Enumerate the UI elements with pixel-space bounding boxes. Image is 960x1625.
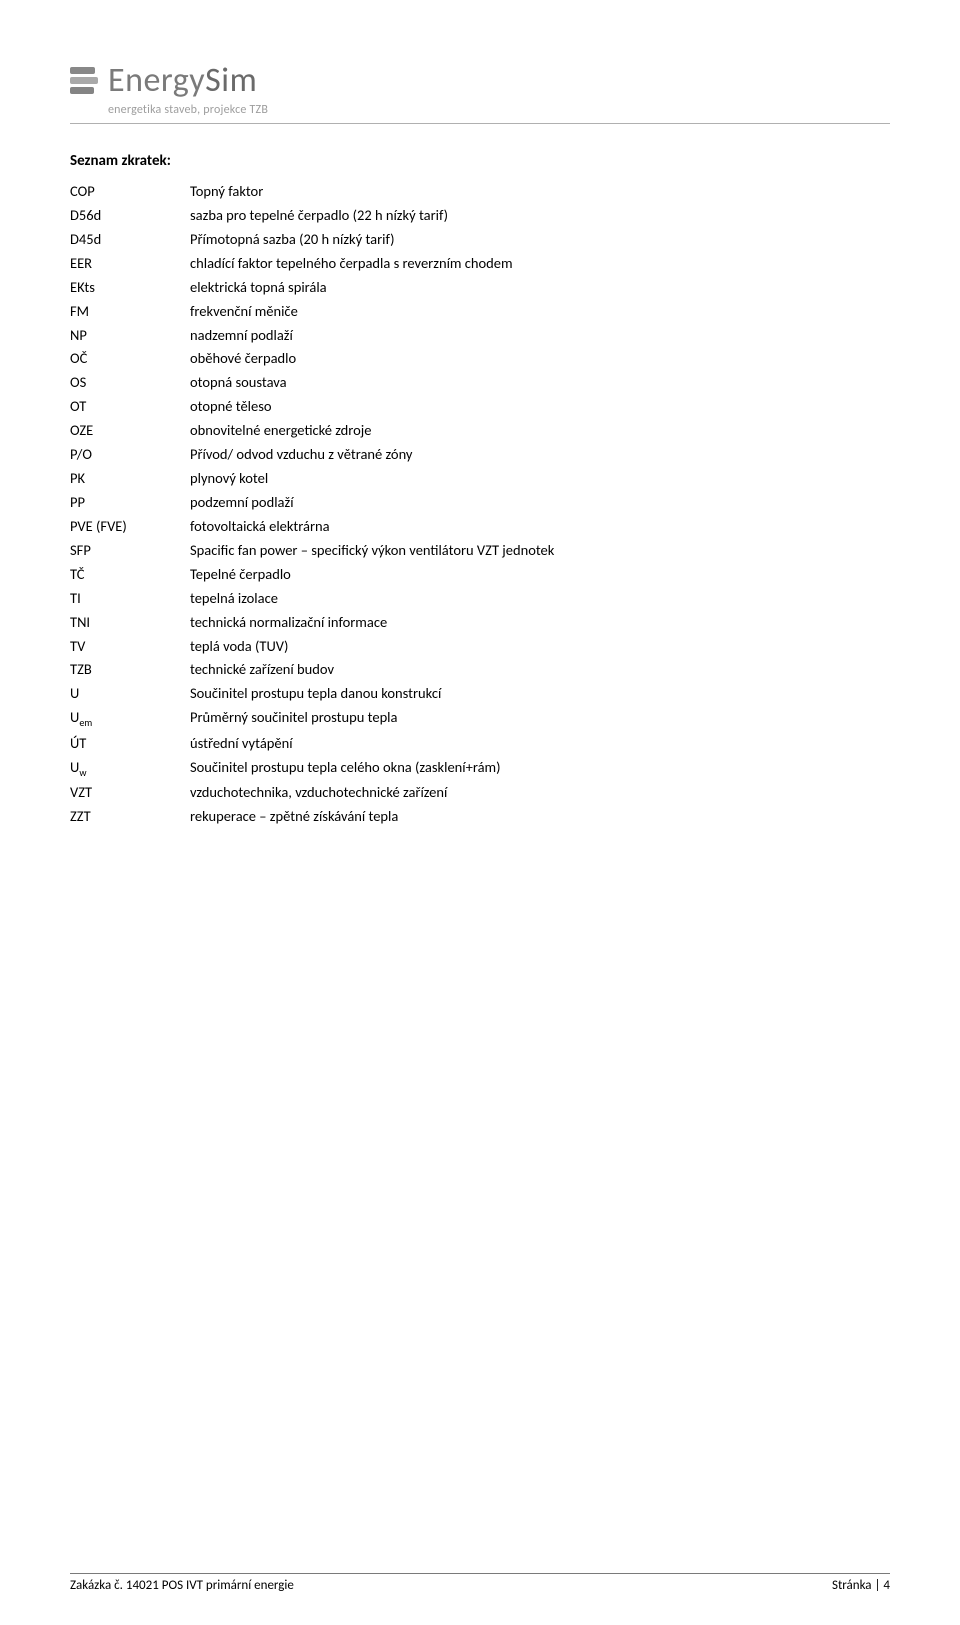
abbr-value: Průměrný součinitel prostupu tepla [190, 706, 890, 731]
page-header: EnergySim energetika staveb, projekce TZ… [70, 60, 890, 124]
abbr-key: Uw [70, 756, 190, 781]
logo-wordmark: EnergySim [108, 60, 257, 101]
table-row: TNItechnická normalizační informace [70, 611, 890, 635]
abbr-key: VZT [70, 781, 190, 805]
table-row: VZTvzduchotechnika, vzduchotechnické zař… [70, 781, 890, 805]
page-footer: Zakázka č. 14021 POS IVT primární energi… [70, 1573, 890, 1593]
abbr-key: NP [70, 324, 190, 348]
abbr-key: OS [70, 371, 190, 395]
abbr-key: D45d [70, 228, 190, 252]
abbr-value: rekuperace – zpětné získávání tepla [190, 805, 890, 829]
abbr-value: teplá voda (TUV) [190, 635, 890, 659]
table-row: D45dPřímotopná sazba (20 h nízký tarif) [70, 228, 890, 252]
logo-part-b: Sim [205, 60, 257, 101]
abbr-key: Uem [70, 706, 190, 731]
logo-row: EnergySim [70, 60, 890, 101]
table-row: UwSoučinitel prostupu tepla celého okna … [70, 756, 890, 781]
abbr-key: P/O [70, 443, 190, 467]
footer-right: Stránka | 4 [832, 1578, 890, 1593]
abbr-value: ústřední vytápění [190, 732, 890, 756]
abbr-key: PP [70, 491, 190, 515]
table-row: OČoběhové čerpadlo [70, 347, 890, 371]
table-row: TČTepelné čerpadlo [70, 563, 890, 587]
document-page: EnergySim energetika staveb, projekce TZ… [0, 0, 960, 869]
section-title: Seznam zkratek: [70, 152, 890, 170]
table-row: TItepelná izolace [70, 587, 890, 611]
abbr-value: sazba pro tepelné čerpadlo (22 h nízký t… [190, 204, 890, 228]
abbr-key: FM [70, 300, 190, 324]
abbreviation-table: COPTopný faktorD56dsazba pro tepelné čer… [70, 180, 890, 829]
table-row: OSotopná soustava [70, 371, 890, 395]
header-divider [70, 123, 890, 124]
table-row: EERchladící faktor tepelného čerpadla s … [70, 252, 890, 276]
abbr-value: Součinitel prostupu tepla celého okna (z… [190, 756, 890, 781]
table-row: PPpodzemní podlaží [70, 491, 890, 515]
abbr-key: COP [70, 180, 190, 204]
logo-part-a: Energy [108, 60, 205, 101]
abbr-key: TV [70, 635, 190, 659]
table-row: P/OPřívod/ odvod vzduchu z větrané zóny [70, 443, 890, 467]
abbr-value: podzemní podlaží [190, 491, 890, 515]
table-row: FMfrekvenční měniče [70, 300, 890, 324]
abbr-value: tepelná izolace [190, 587, 890, 611]
abbr-value: otopné těleso [190, 395, 890, 419]
table-row: EKtselektrická topná spirála [70, 276, 890, 300]
table-row: USoučinitel prostupu tepla danou konstru… [70, 682, 890, 706]
table-row: OTotopné těleso [70, 395, 890, 419]
abbr-key: OZE [70, 419, 190, 443]
abbr-value: Součinitel prostupu tepla danou konstruk… [190, 682, 890, 706]
footer-left: Zakázka č. 14021 POS IVT primární energi… [70, 1578, 294, 1593]
table-row: NPnadzemní podlaží [70, 324, 890, 348]
abbr-key: SFP [70, 539, 190, 563]
table-row: TZBtechnické zařízení budov [70, 658, 890, 682]
table-row: ZZTrekuperace – zpětné získávání tepla [70, 805, 890, 829]
table-row: TVteplá voda (TUV) [70, 635, 890, 659]
abbr-key: PVE (FVE) [70, 515, 190, 539]
table-row: SFPSpacific fan power – specifický výkon… [70, 539, 890, 563]
abbr-value: Přívod/ odvod vzduchu z větrané zóny [190, 443, 890, 467]
table-row: COPTopný faktor [70, 180, 890, 204]
table-row: PKplynový kotel [70, 467, 890, 491]
table-row: ÚTústřední vytápění [70, 732, 890, 756]
logo-bars-icon [70, 67, 98, 94]
abbr-key: TNI [70, 611, 190, 635]
table-row: PVE (FVE)fotovoltaická elektrárna [70, 515, 890, 539]
abbr-key: TZB [70, 658, 190, 682]
table-row: UemPrůměrný součinitel prostupu tepla [70, 706, 890, 731]
abbr-value: vzduchotechnika, vzduchotechnické zaříze… [190, 781, 890, 805]
abbr-value: elektrická topná spirála [190, 276, 890, 300]
abbr-value: Tepelné čerpadlo [190, 563, 890, 587]
abbr-key: U [70, 682, 190, 706]
abbr-key: OČ [70, 347, 190, 371]
abbr-key: PK [70, 467, 190, 491]
logo-tagline: energetika staveb, projekce TZB [108, 103, 890, 117]
abbr-value: fotovoltaická elektrárna [190, 515, 890, 539]
abbr-value: Spacific fan power – specifický výkon ve… [190, 539, 890, 563]
logo-block: EnergySim energetika staveb, projekce TZ… [70, 60, 890, 117]
abbr-value: oběhové čerpadlo [190, 347, 890, 371]
abbr-value: Přímotopná sazba (20 h nízký tarif) [190, 228, 890, 252]
abbr-key: D56d [70, 204, 190, 228]
abbr-key: EER [70, 252, 190, 276]
table-row: OZEobnovitelné energetické zdroje [70, 419, 890, 443]
abbr-value: chladící faktor tepelného čerpadla s rev… [190, 252, 890, 276]
abbr-key: ÚT [70, 732, 190, 756]
table-row: D56dsazba pro tepelné čerpadlo (22 h níz… [70, 204, 890, 228]
abbr-value: nadzemní podlaží [190, 324, 890, 348]
abbr-value: otopná soustava [190, 371, 890, 395]
abbr-key: TČ [70, 563, 190, 587]
abbr-value: plynový kotel [190, 467, 890, 491]
abbr-value: technické zařízení budov [190, 658, 890, 682]
footer-row: Zakázka č. 14021 POS IVT primární energi… [70, 1578, 890, 1593]
abbr-value: obnovitelné energetické zdroje [190, 419, 890, 443]
abbr-key: ZZT [70, 805, 190, 829]
abbr-key: EKts [70, 276, 190, 300]
abbr-value: technická normalizační informace [190, 611, 890, 635]
abbr-key: OT [70, 395, 190, 419]
abbr-value: frekvenční měniče [190, 300, 890, 324]
abbr-key: TI [70, 587, 190, 611]
footer-divider [70, 1573, 890, 1574]
abbr-value: Topný faktor [190, 180, 890, 204]
